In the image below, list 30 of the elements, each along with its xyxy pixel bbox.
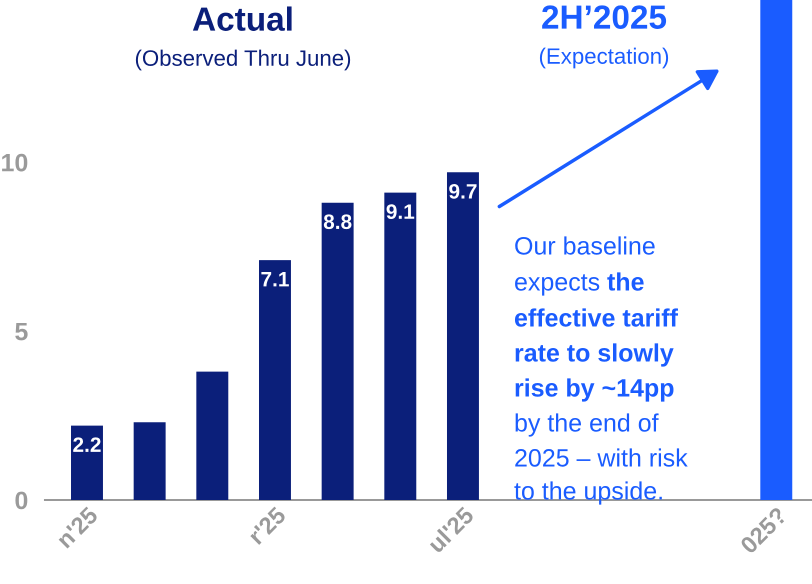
bar [258,260,291,500]
annotation: (Expectation) [540,48,668,68]
annotation: to the upside. [514,481,662,505]
bar [196,372,228,500]
annotation: by the end of [516,413,659,437]
annotation: (Observed Thru June) [136,50,350,70]
bar [446,172,479,500]
annotation: effective tariff [514,308,678,327]
data-label: 9.1 [386,204,414,220]
data-label: 2.2 [73,437,101,452]
annotation: the [607,272,644,291]
annotation: Our baseline [515,236,655,255]
annotation: rise by ~14pp [516,378,674,402]
data-label: 9.7 [449,184,477,199]
y-tick-label: 10 [2,154,28,172]
data-label: 7.1 [261,272,289,286]
annotation: 2H’2025 [542,5,666,29]
annotation: 2025 – with risk [515,448,688,467]
bar [760,0,792,500]
annotation: rate to slowly [516,343,674,367]
data-label: 8.8 [324,214,352,230]
bar [134,422,166,500]
x-tick-label: r'25 [247,506,287,546]
bar [71,426,103,500]
y-tick-label: 5 [15,322,28,340]
bar [322,202,354,500]
annotation: expects [515,274,600,296]
annotation: Actual [192,6,292,31]
y-tick-label: 0 [15,492,28,510]
bar [384,192,416,500]
